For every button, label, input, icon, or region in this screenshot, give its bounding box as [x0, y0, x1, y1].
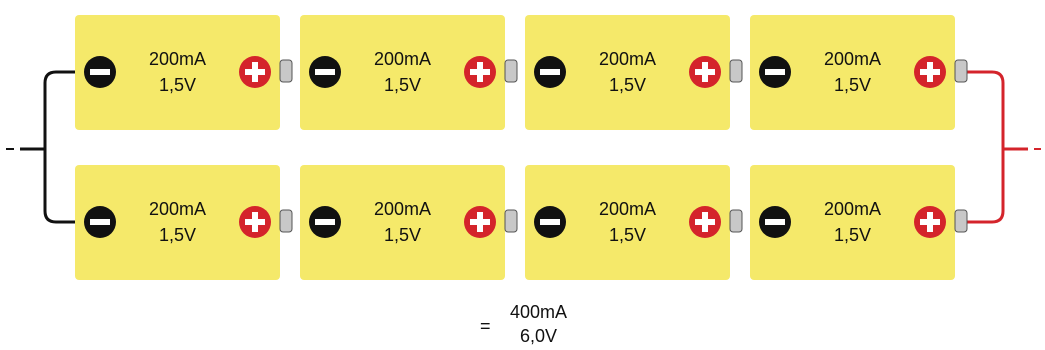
plus-sign-v — [477, 212, 483, 232]
battery: 200mA 1,5V — [750, 15, 968, 130]
minus-sign — [315, 69, 335, 75]
battery-current-label: 200mA — [149, 49, 206, 69]
minus-sign — [540, 219, 560, 225]
battery-voltage-label: 1,5V — [159, 225, 196, 245]
battery-body — [300, 15, 505, 130]
plus-sign-v — [702, 62, 708, 82]
battery: 200mA 1,5V — [300, 165, 518, 280]
battery-current-label: 200mA — [149, 199, 206, 219]
battery-voltage-label: 1,5V — [384, 75, 421, 95]
battery-body — [300, 165, 505, 280]
battery-current-label: 200mA — [824, 199, 881, 219]
battery-voltage-label: 1,5V — [609, 225, 646, 245]
battery-current-label: 200mA — [374, 49, 431, 69]
battery-current-label: 200mA — [824, 49, 881, 69]
battery-voltage-label: 1,5V — [609, 75, 646, 95]
minus-sign — [90, 69, 110, 75]
plus-sign-v — [477, 62, 483, 82]
plus-sign-v — [252, 62, 258, 82]
plus-sign-v — [927, 212, 933, 232]
plus-sign-v — [252, 212, 258, 232]
total-voltage: 6,0V — [520, 326, 558, 346]
battery-body — [75, 15, 280, 130]
battery-cap — [504, 59, 518, 83]
battery-cap — [279, 209, 293, 233]
total-current: 400mA — [510, 302, 568, 322]
battery-cap — [954, 59, 968, 83]
battery: 200mA 1,5V — [750, 165, 968, 280]
equals-sign: = — [480, 316, 491, 336]
wires — [6, 70, 1041, 224]
battery-body — [525, 15, 730, 130]
battery-voltage-label: 1,5V — [384, 225, 421, 245]
plus-sign-v — [702, 212, 708, 232]
battery-voltage-label: 1,5V — [834, 225, 871, 245]
battery-current-label: 200mA — [599, 49, 656, 69]
battery-cap — [729, 59, 743, 83]
battery-voltage-label: 1,5V — [159, 75, 196, 95]
battery-cap — [504, 209, 518, 233]
battery-voltage-label: 1,5V — [834, 75, 871, 95]
battery: 200mA 1,5V — [75, 15, 293, 130]
battery-cap — [954, 209, 968, 233]
minus-sign — [765, 69, 785, 75]
minus-sign — [90, 219, 110, 225]
battery-current-label: 200mA — [599, 199, 656, 219]
positive-wire — [967, 70, 1005, 224]
battery-body — [750, 165, 955, 280]
minus-sign — [765, 219, 785, 225]
battery: 200mA 1,5V — [525, 15, 743, 130]
negative-wire — [43, 70, 75, 224]
plus-sign-v — [927, 62, 933, 82]
battery-body — [525, 165, 730, 280]
battery: 200mA 1,5V — [300, 15, 518, 130]
batteries: 200mA1,5V200mA1,5V200mA1,5V200mA1,5V200m… — [75, 15, 968, 280]
battery: 200mA 1,5V — [525, 165, 743, 280]
minus-sign — [540, 69, 560, 75]
battery-body — [750, 15, 955, 130]
battery-cap — [729, 209, 743, 233]
battery: 200mA 1,5V — [75, 165, 293, 280]
battery-cap — [279, 59, 293, 83]
minus-sign — [315, 219, 335, 225]
result-summary: = 400mA 6,0V — [470, 300, 630, 348]
battery-body — [75, 165, 280, 280]
battery-current-label: 200mA — [374, 199, 431, 219]
